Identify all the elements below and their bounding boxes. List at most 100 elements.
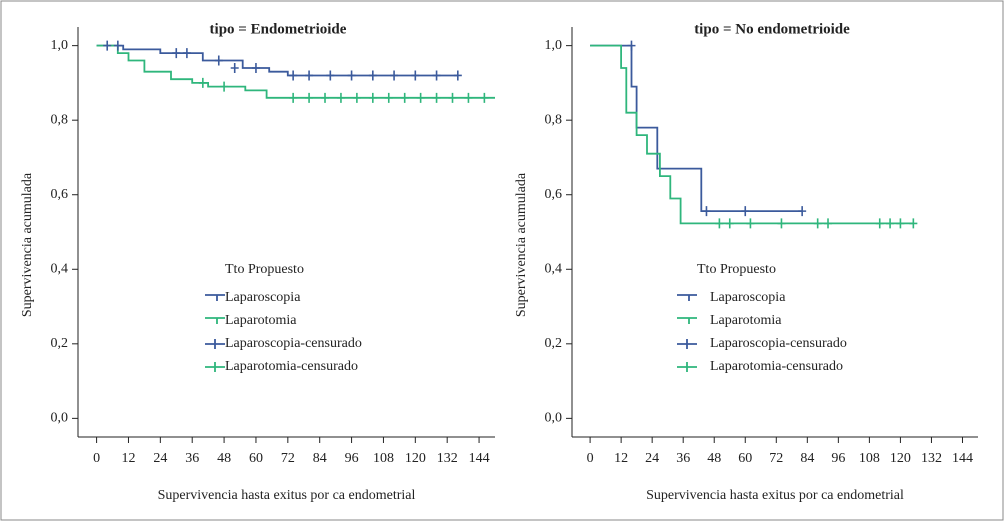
censor-mark (336, 92, 345, 103)
y-tick-label: 0,6 (545, 187, 563, 202)
x-tick-label: 96 (345, 451, 359, 466)
x-tick-label: 0 (587, 451, 594, 466)
chart-title: tipo = No endometrioide (694, 21, 850, 37)
censor-mark (875, 218, 884, 229)
censor-mark (725, 218, 734, 229)
legend-symbol (677, 339, 697, 349)
y-tick-label: 0,4 (51, 261, 69, 276)
legend-symbol (205, 339, 225, 349)
legend-symbol (205, 362, 225, 372)
legend-label: Laparotomia (225, 313, 297, 328)
censor-mark (448, 92, 457, 103)
x-tick-label: 60 (738, 451, 752, 466)
censor-mark (432, 92, 441, 103)
censor-mark (113, 40, 122, 51)
censor-mark (702, 206, 711, 217)
survival-line (590, 44, 914, 225)
censor-mark (411, 70, 420, 81)
x-axis-label: Supervivencia hasta exitus por ca endome… (646, 488, 904, 503)
x-tick-label: 36 (676, 451, 690, 466)
censor-mark (432, 70, 441, 81)
y-axis-label: Supervivencia acumulada (20, 172, 35, 317)
censor-mark (400, 92, 409, 103)
censor-mark (777, 218, 786, 229)
censor-mark (230, 63, 239, 73)
censor-mark (321, 92, 330, 103)
censor-mark (627, 40, 636, 51)
chart-title: tipo = Endometrioide (210, 21, 347, 37)
censor-mark (384, 92, 393, 103)
censor-mark (214, 55, 223, 66)
x-tick-label: 144 (469, 451, 490, 466)
y-tick-label: 0,8 (545, 112, 563, 127)
legend-symbol (677, 317, 697, 324)
y-tick-label: 0,2 (51, 336, 69, 351)
y-tick-label: 1,0 (545, 38, 563, 53)
legend-symbol (677, 294, 697, 301)
censor-mark (453, 70, 462, 81)
legend-title: Tto Propuesto (697, 262, 776, 277)
censor-mark (103, 40, 112, 51)
x-tick-label: 108 (373, 451, 394, 466)
x-tick-label: 12 (121, 451, 135, 466)
x-tick-label: 24 (645, 451, 659, 466)
y-tick-label: 0,8 (51, 112, 69, 127)
censor-mark (896, 218, 905, 229)
censor-mark (741, 206, 750, 217)
x-tick-label: 84 (800, 451, 814, 466)
x-tick-label: 12 (614, 451, 628, 466)
x-tick-label: 60 (249, 451, 263, 466)
censor-mark (368, 92, 377, 103)
legend-label: Laparoscopia (710, 290, 786, 305)
x-tick-label: 132 (921, 451, 942, 466)
censor-mark (390, 70, 399, 81)
x-tick-label: 72 (281, 451, 295, 466)
x-tick-label: 84 (313, 451, 327, 466)
censor-mark (480, 92, 489, 103)
censor-mark (715, 218, 724, 229)
x-tick-label: 108 (859, 451, 880, 466)
survival-line (96, 44, 495, 99)
legend-label: Laparotomia-censurado (225, 359, 358, 374)
x-tick-label: 48 (217, 451, 231, 466)
censor-mark (464, 92, 473, 103)
x-tick-label: 36 (185, 451, 199, 466)
censor-mark (746, 218, 755, 229)
legend-symbol (205, 294, 225, 301)
x-tick-label: 72 (769, 451, 783, 466)
legend-title: Tto Propuesto (225, 262, 304, 277)
censor-mark (172, 48, 181, 59)
censor-mark (305, 92, 314, 103)
legend-label: Laparoscopia (225, 290, 301, 305)
censor-mark (326, 70, 335, 81)
censor-mark (813, 218, 822, 229)
x-tick-label: 0 (93, 451, 100, 466)
censor-mark (347, 70, 356, 81)
legend-label: Laparoscopia-censurado (225, 336, 362, 351)
censor-mark (886, 218, 895, 229)
x-tick-label: 132 (437, 451, 458, 466)
censor-mark (198, 77, 207, 88)
y-tick-label: 0,6 (51, 187, 69, 202)
legend-symbol (205, 317, 225, 324)
legend-symbol (677, 362, 697, 372)
censor-mark (368, 70, 377, 81)
legend-label: Laparotomia-censurado (710, 359, 843, 374)
legend-label: Laparoscopia-censurado (710, 336, 847, 351)
censor-mark (824, 218, 833, 229)
censor-mark (798, 206, 807, 217)
censor-mark (220, 81, 229, 92)
x-tick-label: 120 (890, 451, 911, 466)
y-tick-label: 1,0 (51, 38, 69, 53)
censor-mark (182, 48, 191, 59)
x-tick-label: 96 (831, 451, 845, 466)
y-tick-label: 0,2 (545, 336, 563, 351)
y-tick-label: 0,0 (51, 411, 69, 426)
censor-mark (251, 63, 260, 73)
x-tick-label: 120 (405, 451, 426, 466)
legend-label: Laparotomia (710, 313, 782, 328)
x-axis-label: Supervivencia hasta exitus por ca endome… (158, 488, 416, 503)
y-tick-label: 0,4 (545, 261, 563, 276)
